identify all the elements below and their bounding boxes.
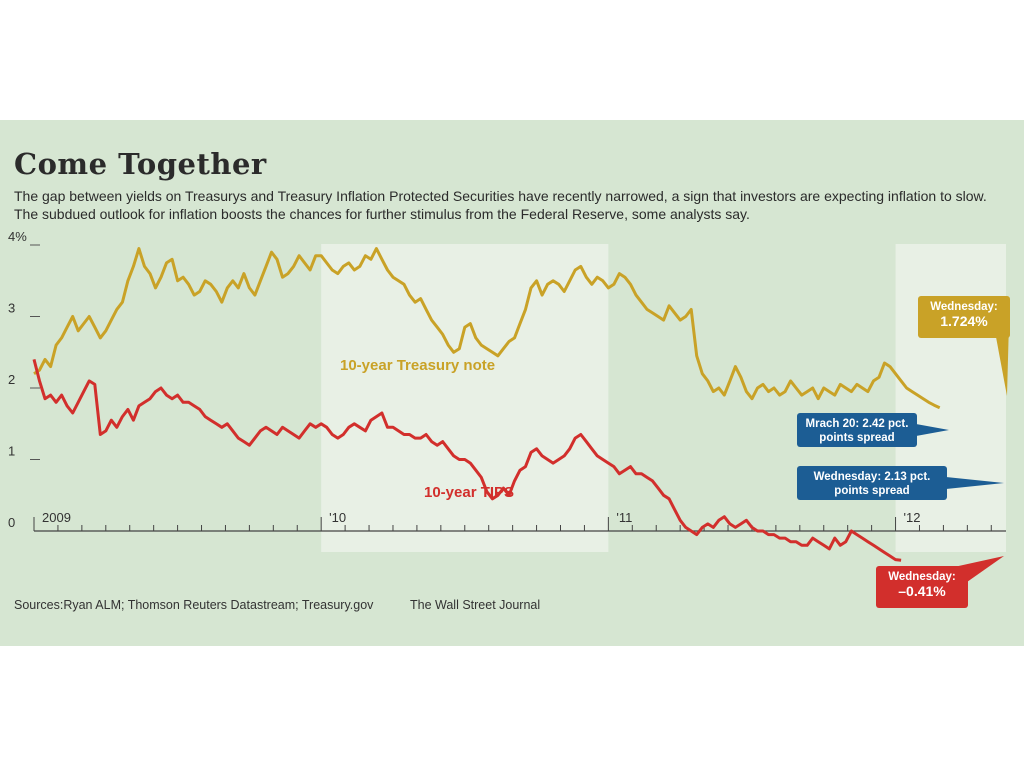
tips-line [32, 359, 902, 562]
x-year-label-10: '10 [329, 510, 346, 525]
x-year-label-12: '12 [904, 510, 921, 525]
y-tick-label-4: 4% [8, 229, 27, 244]
wednesday-treasury-callout-line-2: 1.724% [940, 313, 988, 329]
x-year-label-11: '11 [616, 510, 632, 525]
chart-subtitle: The gap between yields on Treasurys and … [14, 188, 987, 222]
tips-series-label: 10-year TIPS [424, 484, 514, 501]
y-tick-label-0: 0 [8, 515, 15, 530]
wednesday-treasury-callout-box [918, 296, 1010, 338]
march-spread-callout-line-2: points spread [819, 432, 894, 444]
march-spread-callout-line-1: Mrach 20: 2.42 pct. [806, 418, 909, 430]
wednesday-tips-callout-box [876, 566, 968, 608]
wednesday-spread-callout: Wednesday: 2.13 pct. points spread [797, 466, 1004, 500]
y-tick-label-1: 1 [8, 444, 15, 459]
wednesday-spread-callout-box [797, 466, 947, 500]
march-spread-callout: Mrach 20: 2.42 pct. points spread [797, 413, 949, 447]
y-tick-label-2: 2 [8, 372, 15, 387]
wednesday-tips-callout-line-1: Wednesday: [888, 571, 956, 583]
wednesday-spread-callout-pointer [946, 477, 1004, 489]
shaded-period-0 [321, 244, 609, 552]
treasury-series-label: 10-year Treasury note [340, 357, 495, 374]
y-tick-label-3: 3 [8, 301, 15, 316]
wednesday-tips-callout-line-2: –0.41% [898, 583, 946, 599]
sources-note: Sources:Ryan ALM; Thomson Reuters Datast… [14, 598, 374, 612]
wednesday-treasury-callout: Wednesday:1.724% [918, 296, 1010, 396]
march-spread-callout-pointer [916, 424, 949, 436]
wednesday-spread-callout-line-2: points spread [834, 485, 909, 497]
wednesday-spread-callout-line-1: Wednesday: 2.13 pct. [814, 471, 931, 483]
x-year-label-2009: 2009 [42, 510, 71, 525]
shaded-period-1 [895, 244, 1006, 552]
wednesday-treasury-callout-pointer [996, 322, 1009, 396]
treasury-note-line [33, 247, 941, 410]
march-spread-callout-box [797, 413, 917, 447]
chart-title: Come Together [14, 147, 267, 181]
publisher-credit: The Wall Street Journal [410, 598, 541, 612]
wednesday-tips-callout: Wednesday:–0.41% [876, 556, 1004, 608]
wednesday-treasury-callout-line-1: Wednesday: [930, 301, 998, 313]
